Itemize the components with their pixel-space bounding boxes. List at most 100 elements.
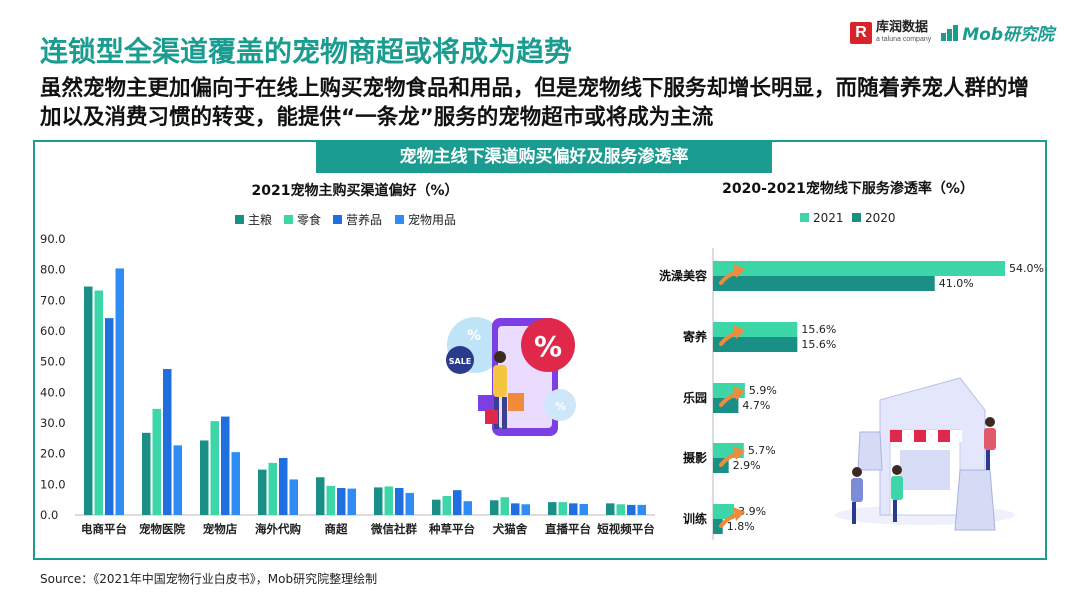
chart1-bar-2-3 bbox=[231, 452, 240, 515]
chart1-ytick-8: 80.0 bbox=[40, 263, 66, 277]
chart2-value-1-1: 15.6% bbox=[801, 338, 836, 351]
chart1-bar-8-3 bbox=[579, 503, 588, 515]
chart1-bar-8-2 bbox=[569, 503, 578, 515]
growth-arrow-head-3 bbox=[733, 446, 745, 460]
chart1-ytick-9: 90.0 bbox=[40, 232, 66, 246]
store-person-2-leg bbox=[893, 500, 897, 522]
chart1-bar-4-2 bbox=[337, 488, 346, 515]
chart1-xtick-2: 宠物店 bbox=[203, 522, 238, 536]
chart2-legend-swatch-1 bbox=[852, 213, 861, 222]
chart1-legend-swatch-1 bbox=[284, 215, 293, 224]
chart1-bar-1-1 bbox=[152, 408, 161, 515]
kuxun-logo: R 库润数据 a taluna company bbox=[849, 20, 932, 44]
chart2-value-3-0: 5.7% bbox=[748, 444, 776, 457]
chart2-bar-1-0 bbox=[713, 322, 798, 337]
store-person-1-body bbox=[851, 478, 863, 502]
chart1-bar-5-2 bbox=[395, 488, 404, 515]
chart1-bar-9-0 bbox=[606, 503, 615, 515]
chart1-legend-label-3: 宠物用品 bbox=[408, 212, 456, 227]
chart1-xtick-4: 商超 bbox=[325, 522, 348, 536]
store-person-1-leg bbox=[852, 502, 856, 524]
chart2-value-0-1: 41.0% bbox=[939, 277, 974, 290]
chart1-xtick-6: 种草平台 bbox=[428, 522, 475, 536]
chart1-ytick-5: 50.0 bbox=[40, 355, 66, 369]
kuxun-logo-en: a taluna company bbox=[875, 36, 932, 43]
chart2-value-0-0: 54.0% bbox=[1009, 262, 1044, 275]
mob-logo-text: Mob研究院 bbox=[962, 25, 1054, 45]
chart1-bar-7-1 bbox=[500, 497, 509, 515]
illustration-person-body bbox=[493, 365, 507, 397]
mob-logo: Mob研究院 bbox=[941, 20, 1054, 45]
chart2-value-3-1: 2.9% bbox=[733, 459, 761, 472]
chart1-legend-swatch-3 bbox=[395, 215, 404, 224]
store-awning-stripe-1 bbox=[902, 430, 914, 442]
chart2-ytick-4: 训练 bbox=[683, 511, 707, 526]
chart1-bar-3-3 bbox=[289, 479, 298, 515]
chart2-bar-2-1 bbox=[713, 398, 739, 413]
chart1-xtick-7: 犬猫舍 bbox=[493, 522, 528, 536]
chart2-ytick-2: 乐园 bbox=[683, 390, 707, 405]
chart2-ytick-0: 洗澡美容 bbox=[659, 268, 707, 283]
chart1-ytick-7: 70.0 bbox=[40, 293, 66, 307]
chart1-ytick-2: 20.0 bbox=[40, 447, 66, 461]
chart1-xtick-9: 短视频平台 bbox=[597, 522, 655, 536]
chart1-bar-9-3 bbox=[637, 504, 646, 515]
chart1-bar-1-2 bbox=[163, 369, 172, 515]
growth-arrow-head-0 bbox=[733, 264, 745, 278]
store-window bbox=[900, 450, 950, 490]
chart2-title: 2020-2021宠物线下服务渗透率（%） bbox=[722, 180, 974, 197]
chart1-ytick-3: 30.0 bbox=[40, 416, 66, 430]
chart1-bar-6-3 bbox=[463, 501, 472, 515]
chart1-bar-2-0 bbox=[200, 440, 209, 515]
chart1-ytick-0: 0.0 bbox=[40, 508, 58, 522]
illustration-percent-1: % bbox=[467, 328, 481, 344]
illustration-person-head bbox=[494, 351, 506, 363]
store-bag-small bbox=[954, 469, 996, 531]
store-awning-stripe-4 bbox=[938, 430, 950, 442]
growth-arrow-head-2 bbox=[733, 386, 745, 400]
chart1-bar-2-1 bbox=[210, 421, 219, 515]
illustration-person-leg-2 bbox=[502, 397, 507, 429]
growth-arrow-head-4 bbox=[733, 507, 745, 521]
kuxun-logo-cn: 库润数据 bbox=[875, 20, 928, 35]
chart1-ytick-6: 60.0 bbox=[40, 324, 66, 338]
shopping-illustration: % % SALE% bbox=[446, 317, 576, 436]
chart2-legend-label-1: 2020 bbox=[865, 211, 896, 225]
chart1-xtick-0: 电商平台 bbox=[81, 522, 127, 536]
chart1-bar-4-1 bbox=[326, 485, 335, 515]
growth-arrow-head-1 bbox=[733, 325, 745, 339]
chart1-bar-0-0 bbox=[84, 286, 93, 515]
chart1-bar-8-1 bbox=[558, 502, 567, 515]
chart2-value-4-0: 3.9% bbox=[738, 505, 766, 518]
illustration-percent-3: % bbox=[555, 400, 566, 413]
chart1-legend-label-0: 主粮 bbox=[248, 212, 272, 227]
chart2-bar-4-0 bbox=[713, 504, 735, 519]
chart2-value-4-1: 1.8% bbox=[727, 520, 755, 533]
chart2-bar-0-1 bbox=[713, 276, 935, 291]
chart1-bar-6-0 bbox=[432, 499, 441, 515]
chart1-bar-6-1 bbox=[442, 495, 451, 515]
page-title: 连锁型全渠道覆盖的宠物商超或将成为趋势 bbox=[40, 35, 573, 68]
illustration-sale-circle bbox=[521, 318, 575, 372]
store-awning-stripe-0 bbox=[890, 430, 902, 442]
store-awning-stripe-2 bbox=[914, 430, 926, 442]
store-person-2-body bbox=[891, 476, 903, 500]
illustration-bag-3 bbox=[485, 410, 498, 424]
chart1-bar-0-2 bbox=[105, 318, 114, 515]
chart1-bar-1-3 bbox=[173, 445, 182, 515]
chart1-bar-3-1 bbox=[268, 462, 277, 515]
source-note: Source：《2021年中国宠物行业白皮书》，Mob研究院整理绘制 bbox=[40, 572, 378, 586]
mob-logo-icon bbox=[941, 24, 959, 41]
illustration-bag-1 bbox=[478, 395, 492, 411]
chart1-legend-label-2: 营养品 bbox=[346, 212, 382, 227]
store-awning-stripe-5 bbox=[950, 430, 962, 442]
chart1-xtick-3: 海外代购 bbox=[255, 522, 301, 536]
chart1-bar-3-0 bbox=[258, 469, 267, 515]
chart1-bar-4-0 bbox=[316, 477, 325, 515]
store-person-3-body bbox=[984, 428, 996, 450]
chart1-xtick-8: 直播平台 bbox=[545, 522, 591, 536]
chart2-value-2-0: 5.9% bbox=[749, 384, 777, 397]
chart1-bar-7-2 bbox=[511, 503, 520, 515]
kuxun-logo-icon: R bbox=[849, 21, 872, 44]
